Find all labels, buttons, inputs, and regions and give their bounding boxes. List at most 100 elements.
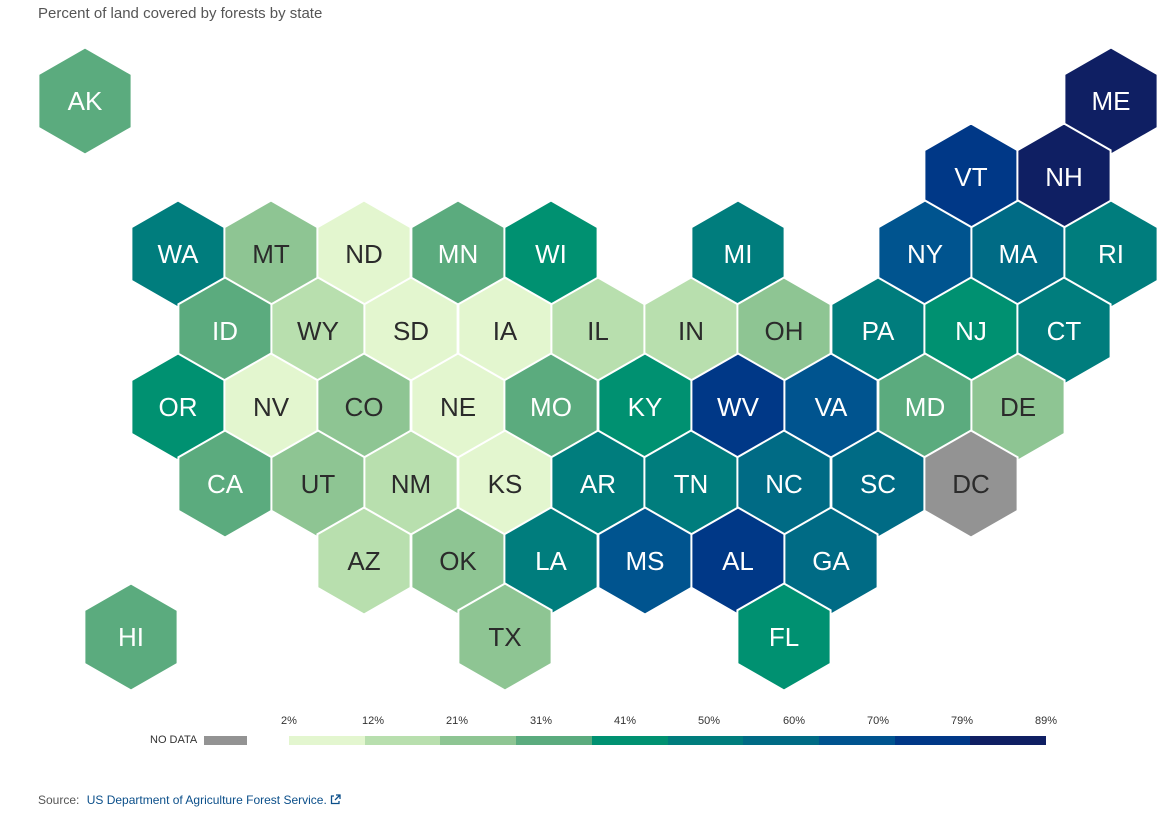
state-hex-vt[interactable]: VT — [923, 122, 1019, 232]
legend-tick-label: 79% — [950, 715, 974, 727]
state-label: NM — [391, 469, 431, 499]
legend-color-step — [894, 736, 971, 745]
state-hex-ne[interactable]: NE — [410, 352, 506, 462]
state-hex-il[interactable]: IL — [550, 276, 646, 386]
state-hex-la[interactable]: LA — [503, 506, 599, 616]
state-label: MD — [905, 392, 945, 422]
state-label: PA — [862, 316, 895, 346]
state-label: MO — [530, 392, 572, 422]
state-label: TN — [674, 469, 709, 499]
state-hex-fl[interactable]: FL — [736, 582, 832, 692]
legend-no-data-swatch — [204, 736, 247, 745]
state-label: WY — [297, 316, 339, 346]
state-label: CA — [207, 469, 244, 499]
state-hex-ny[interactable]: NY — [877, 199, 973, 309]
state-label: AR — [580, 469, 616, 499]
legend-tick-label: 60% — [782, 715, 806, 727]
state-label: SD — [393, 316, 429, 346]
state-label: IN — [678, 316, 704, 346]
state-label: NJ — [955, 316, 987, 346]
state-label: TX — [488, 622, 521, 652]
state-hex-nv[interactable]: NV — [223, 352, 319, 462]
chart-title: Percent of land covered by forests by st… — [38, 5, 323, 22]
source-note: Source: US Department of Agriculture For… — [38, 793, 341, 807]
state-hex-az[interactable]: AZ — [316, 506, 412, 616]
legend-color-step — [970, 736, 1047, 745]
state-hex-hi[interactable]: HI — [83, 582, 179, 692]
state-hex-sd[interactable]: SD — [363, 276, 459, 386]
state-label: NE — [440, 392, 476, 422]
state-hex-nh[interactable]: NH — [1016, 122, 1112, 232]
state-label: IA — [493, 316, 518, 346]
state-label: KY — [628, 392, 663, 422]
state-hex-dc[interactable]: DC — [923, 429, 1019, 539]
legend-color-step — [364, 736, 441, 745]
legend-tick-label: 31% — [529, 715, 553, 727]
legend-color-step — [743, 736, 819, 745]
legend-color-step — [818, 736, 895, 745]
state-hex-tx[interactable]: TX — [457, 582, 553, 692]
state-label: SC — [860, 469, 896, 499]
state-label: WA — [158, 239, 200, 269]
state-label: MS — [626, 546, 665, 576]
state-hex-shape — [736, 582, 832, 692]
source-label: Source: — [38, 793, 80, 807]
state-label: MT — [252, 239, 290, 269]
state-label: NV — [253, 392, 290, 422]
state-label: OK — [439, 546, 477, 576]
state-hex-in[interactable]: IN — [643, 276, 739, 386]
state-label: MI — [724, 239, 753, 269]
legend-color-step — [667, 736, 744, 745]
state-hex-ks[interactable]: KS — [457, 429, 553, 539]
state-hex-shape — [457, 582, 553, 692]
state-hex-ak[interactable]: AK — [37, 46, 133, 156]
state-label: ND — [345, 239, 383, 269]
legend-color-step — [440, 736, 517, 745]
state-label: CO — [345, 392, 384, 422]
legend-tick-label: 41% — [613, 715, 637, 727]
legend-tick-label: 70% — [866, 715, 890, 727]
state-label: AZ — [347, 546, 380, 576]
state-label: GA — [812, 546, 850, 576]
state-label: DC — [952, 469, 990, 499]
state-label: IL — [587, 316, 609, 346]
legend-color-step — [516, 736, 592, 745]
state-label: WI — [535, 239, 567, 269]
state-hex-de[interactable]: DE — [970, 352, 1066, 462]
state-label: MN — [438, 239, 478, 269]
state-label: LA — [535, 546, 567, 576]
state-label: VT — [954, 162, 987, 192]
state-label: AL — [722, 546, 754, 576]
state-hex-oh[interactable]: OH — [736, 276, 832, 386]
state-hex-wi[interactable]: WI — [503, 199, 599, 309]
state-hex-wy[interactable]: WY — [270, 276, 366, 386]
legend-color-step — [591, 736, 668, 745]
state-label: NY — [907, 239, 943, 269]
state-label: MA — [999, 239, 1039, 269]
state-label: WV — [717, 392, 760, 422]
state-label: DE — [1000, 392, 1036, 422]
state-label: NC — [765, 469, 803, 499]
legend-color-scale — [289, 736, 1047, 745]
source-link[interactable]: US Department of Agriculture Forest Serv… — [87, 793, 341, 807]
state-label: OR — [159, 392, 198, 422]
state-label: VA — [815, 392, 848, 422]
state-hex-shape — [37, 46, 133, 156]
state-hex-ia[interactable]: IA — [457, 276, 553, 386]
legend-tick-label: 21% — [445, 715, 469, 727]
state-hex-ct[interactable]: CT — [1016, 276, 1112, 386]
legend-tick-label: 12% — [361, 715, 385, 727]
state-hex-shape — [923, 429, 1019, 539]
legend-color-step — [289, 736, 365, 745]
state-label: NH — [1045, 162, 1083, 192]
state-hex-ms[interactable]: MS — [597, 506, 693, 616]
state-hex-me[interactable]: ME — [1063, 46, 1159, 156]
legend-tick-label: 2% — [281, 715, 297, 727]
state-label: ID — [212, 316, 238, 346]
legend-ticks: 2% 12% 21% 31% 41% 50% 60% 70% 79% 89% — [281, 715, 1058, 729]
state-label: KS — [488, 469, 523, 499]
state-label: FL — [769, 622, 799, 652]
state-label: RI — [1098, 239, 1124, 269]
state-hex-shape — [83, 582, 179, 692]
state-label: UT — [301, 469, 336, 499]
